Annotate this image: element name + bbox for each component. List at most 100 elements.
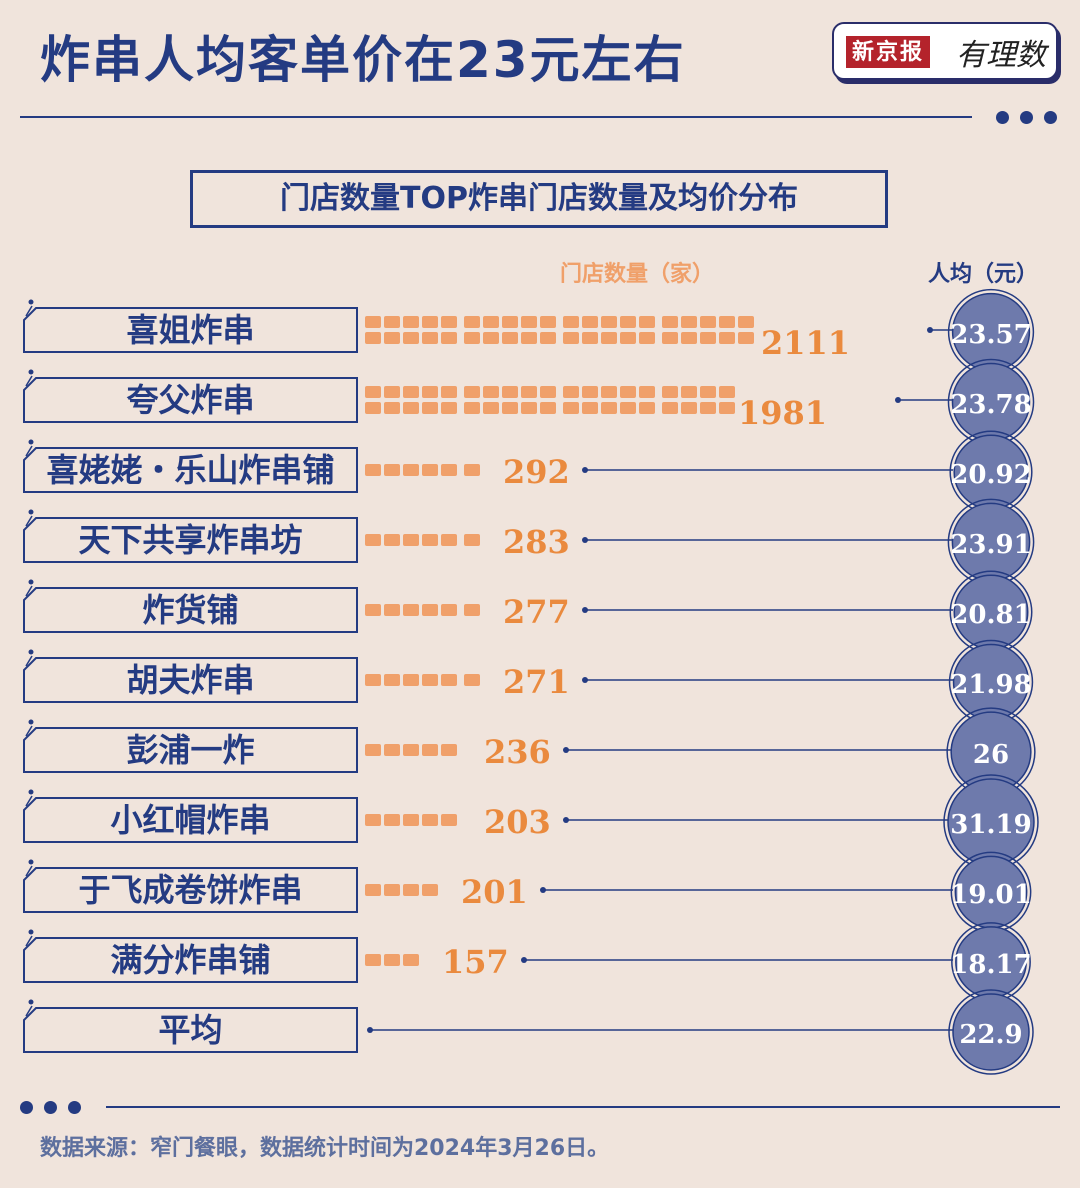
store-block [582,386,598,398]
store-block [700,386,716,398]
price-circle [952,993,1030,1071]
store-block [441,386,457,398]
dot-icon [44,1101,57,1114]
store-block [738,332,754,344]
store-block [384,534,400,546]
store-block [365,954,381,966]
corner-dot [28,509,34,515]
store-block [502,402,518,414]
store-block [639,316,655,328]
store-block [540,402,556,414]
store-block [422,316,438,328]
store-block [422,402,438,414]
corner-dot [28,859,34,865]
category-box [23,797,358,843]
store-block [403,316,419,328]
dot-icon [68,1101,81,1114]
store-block [422,744,438,756]
corner-dot [28,579,34,585]
category-label: 胡夫炸串 [126,661,254,699]
store-block [365,884,381,896]
store-block [384,386,400,398]
store-block [719,332,735,344]
store-block [700,332,716,344]
store-block [384,884,400,896]
corner-tick [25,655,33,667]
store-block [384,316,400,328]
corner-dot [28,439,34,445]
store-block [422,814,438,826]
store-block [403,954,419,966]
store-block [422,534,438,546]
store-block [483,316,499,328]
store-block [601,316,617,328]
store-block [464,386,480,398]
price-ring [948,989,1034,1075]
store-count-header: 门店数量（家） [560,262,715,287]
store-block [365,604,381,616]
store-block [365,316,381,328]
corner-tick [25,515,33,527]
store-block [422,674,438,686]
category-label: 满分炸串铺 [110,941,270,979]
category-box [23,447,358,493]
store-block [464,402,480,414]
store-block [563,316,579,328]
data-source: 数据来源：窄门餐眼，数据统计时间为2024年3月26日。 [40,1136,610,1161]
store-block [601,332,617,344]
page-title: 炸串人均客单价在23元左右 [40,31,686,89]
price-label: 26 [973,740,1009,770]
store-block [464,604,480,616]
corner-dot [28,719,34,725]
price-label: 31.19 [950,810,1031,840]
store-block [441,332,457,344]
category-box [23,377,358,423]
store-block [738,316,754,328]
corner-tick [25,305,33,317]
corner-tick [25,445,33,457]
store-block [681,386,697,398]
store-block [521,386,537,398]
category-box [23,937,358,983]
store-block [365,386,381,398]
store-block [540,316,556,328]
store-block [403,884,419,896]
store-block [441,534,457,546]
corner-dot [28,649,34,655]
store-block [384,954,400,966]
category-box [23,657,358,703]
price-label: 21.98 [950,670,1031,700]
store-block [502,316,518,328]
store-block [403,674,419,686]
store-block [365,464,381,476]
store-block [403,386,419,398]
store-block [422,604,438,616]
price-label: 23.91 [950,530,1031,560]
dot-icon [20,1101,33,1114]
store-block [681,316,697,328]
store-block [403,402,419,414]
corner-dot [28,299,34,305]
category-box [23,727,358,773]
price-label: 20.92 [950,460,1031,490]
corner-tick [25,795,33,807]
store-block [365,814,381,826]
store-block [384,744,400,756]
avg-price-header: 人均（元） [928,262,1039,287]
bottom-divider [106,1106,1060,1108]
store-block [483,402,499,414]
store-block [521,316,537,328]
store-block [662,402,678,414]
store-block [403,814,419,826]
corner-tick [25,1005,33,1017]
price-label: 19.01 [950,880,1031,910]
store-block [483,386,499,398]
corner-tick [25,725,33,737]
store-block [502,386,518,398]
store-block [384,674,400,686]
store-block [620,332,636,344]
category-label: 于飞成卷饼炸串 [78,871,302,909]
store-block [700,316,716,328]
category-box [23,1007,358,1053]
